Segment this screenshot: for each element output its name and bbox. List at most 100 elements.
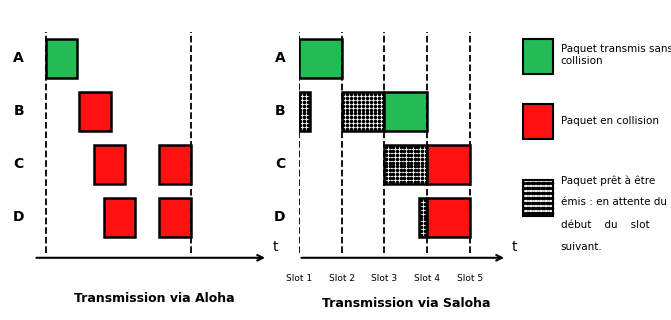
Point bbox=[547, 196, 558, 201]
Point bbox=[416, 213, 427, 218]
Point bbox=[403, 172, 413, 177]
Point bbox=[366, 95, 376, 100]
Point bbox=[384, 164, 395, 169]
Point bbox=[541, 180, 552, 185]
Point bbox=[392, 164, 403, 169]
Point bbox=[406, 172, 417, 177]
Point bbox=[519, 205, 529, 211]
Point bbox=[417, 144, 427, 149]
Text: Paquet transmis sans
collision: Paquet transmis sans collision bbox=[561, 44, 671, 66]
Bar bbox=[384, 92, 427, 131]
Point bbox=[406, 164, 417, 169]
Point bbox=[420, 164, 431, 169]
Point bbox=[384, 176, 395, 181]
Point bbox=[420, 228, 431, 234]
Point bbox=[377, 119, 388, 124]
Point bbox=[527, 205, 537, 211]
Text: A: A bbox=[13, 52, 24, 66]
Point bbox=[531, 205, 542, 211]
Point bbox=[338, 95, 349, 100]
Point bbox=[537, 201, 548, 206]
Bar bbox=[384, 145, 427, 184]
Point bbox=[303, 107, 313, 112]
Point bbox=[354, 119, 364, 124]
Point bbox=[529, 211, 539, 216]
Point bbox=[541, 196, 552, 201]
Point bbox=[416, 233, 427, 238]
Point bbox=[303, 103, 313, 108]
Point bbox=[409, 148, 420, 153]
Point bbox=[534, 180, 545, 185]
Bar bbox=[299, 39, 342, 78]
Point bbox=[362, 115, 372, 120]
Text: Transmission via Saloha: Transmission via Saloha bbox=[321, 297, 491, 310]
Point bbox=[519, 190, 529, 196]
Point bbox=[354, 111, 364, 116]
Point bbox=[392, 148, 403, 153]
Point bbox=[358, 107, 368, 112]
Point bbox=[362, 111, 372, 116]
Point bbox=[521, 190, 532, 196]
Point bbox=[342, 107, 353, 112]
Point bbox=[354, 126, 364, 132]
Point bbox=[381, 164, 392, 169]
Point bbox=[392, 144, 403, 149]
Point bbox=[406, 148, 417, 153]
Point bbox=[299, 95, 309, 100]
Point bbox=[531, 201, 542, 206]
Point bbox=[350, 123, 360, 128]
Point bbox=[413, 156, 424, 161]
Point bbox=[373, 99, 384, 104]
Point bbox=[350, 119, 360, 124]
Point bbox=[395, 156, 406, 161]
Point bbox=[539, 205, 550, 211]
Point bbox=[416, 228, 427, 234]
Point bbox=[388, 152, 399, 157]
Point bbox=[342, 103, 353, 108]
Point bbox=[366, 111, 376, 116]
Point bbox=[346, 103, 357, 108]
Point bbox=[350, 103, 360, 108]
Point bbox=[539, 196, 550, 201]
Point bbox=[416, 205, 427, 210]
Point bbox=[295, 95, 306, 100]
Point bbox=[541, 211, 552, 216]
Point bbox=[395, 168, 406, 173]
Point bbox=[358, 103, 368, 108]
Bar bbox=[427, 145, 470, 184]
Point bbox=[531, 180, 542, 185]
Text: émis : en attente du: émis : en attente du bbox=[561, 197, 667, 207]
Point bbox=[537, 185, 548, 190]
Point bbox=[529, 190, 539, 196]
Point bbox=[534, 190, 545, 196]
Point bbox=[531, 196, 542, 201]
Point bbox=[413, 172, 424, 177]
Point bbox=[395, 144, 406, 149]
Point bbox=[544, 211, 555, 216]
Point bbox=[417, 164, 427, 169]
Point bbox=[403, 156, 413, 161]
Point bbox=[373, 115, 384, 120]
Point bbox=[377, 107, 388, 112]
Bar bbox=[299, 92, 310, 131]
Point bbox=[350, 91, 360, 96]
Point bbox=[388, 160, 399, 165]
Point bbox=[399, 160, 409, 165]
Point bbox=[399, 168, 409, 173]
Point bbox=[537, 196, 548, 201]
Point bbox=[406, 160, 417, 165]
Point bbox=[547, 180, 558, 185]
Point bbox=[417, 160, 427, 165]
Point bbox=[303, 119, 313, 124]
Point bbox=[369, 119, 380, 124]
Text: Paquet en collision: Paquet en collision bbox=[561, 116, 659, 126]
Point bbox=[420, 148, 431, 153]
Point bbox=[521, 201, 532, 206]
Point bbox=[420, 156, 431, 161]
Point bbox=[358, 91, 368, 96]
Point bbox=[519, 185, 529, 190]
Point bbox=[534, 205, 545, 211]
Bar bbox=[523, 39, 553, 74]
Text: Slot 3: Slot 3 bbox=[372, 274, 397, 283]
Point bbox=[342, 111, 353, 116]
